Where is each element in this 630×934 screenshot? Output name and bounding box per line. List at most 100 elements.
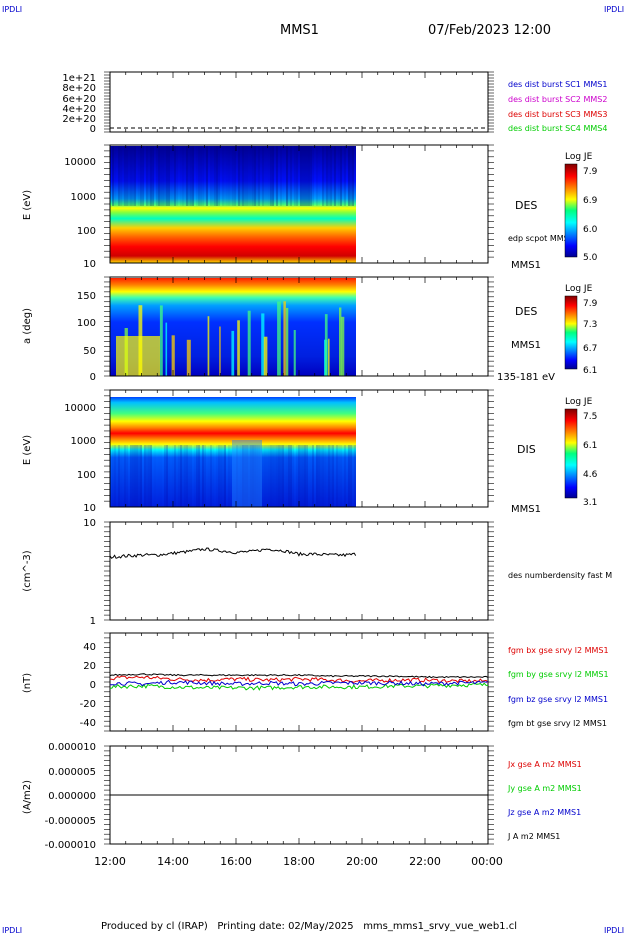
des-energy-texture [310, 146, 312, 206]
dis-energy-texture [148, 445, 150, 507]
des-energy-texture [214, 146, 216, 206]
des-energy-texture [136, 146, 138, 206]
des-energy-texture [278, 146, 280, 206]
des-energy-texture [284, 146, 286, 206]
bfield-line-3 [109, 673, 489, 679]
pitch-streak [171, 335, 175, 376]
des-energy-texture [296, 146, 298, 206]
p4-cbar-tick: 7.5 [583, 412, 597, 422]
des-energy-texture [280, 146, 282, 206]
dis-energy-texture [292, 445, 294, 507]
des-energy-texture [142, 146, 144, 206]
dis-energy-texture [118, 445, 120, 507]
dis-energy-texture [124, 445, 126, 507]
dis-energy-texture [116, 445, 118, 507]
p6-ytick: 20 [83, 661, 96, 672]
des-energy-texture [156, 146, 158, 206]
des-energy-texture [152, 146, 154, 206]
dis-energy-texture [170, 445, 172, 507]
p7-ytick: 0.000010 [48, 742, 96, 753]
dis-energy-texture [128, 445, 130, 507]
dis-energy-texture [190, 445, 192, 507]
des-energy-texture [134, 146, 136, 206]
des-energy-texture [290, 146, 292, 206]
dis-energy-texture [342, 445, 344, 507]
des-energy-texture [224, 146, 226, 206]
p6-ytick: -40 [80, 718, 96, 729]
dis-energy-texture [176, 445, 178, 507]
dis-energy-texture [152, 445, 154, 507]
des-energy-texture [238, 146, 240, 206]
dis-energy-texture [320, 445, 322, 507]
des-energy-texture [288, 146, 290, 206]
des-energy-texture [226, 146, 228, 206]
dis-energy-texture [220, 445, 222, 507]
des-energy-texture [348, 146, 350, 206]
des-energy-texture [326, 146, 328, 206]
dis-energy-texture [150, 445, 152, 507]
p3-ytick: 0 [90, 372, 96, 383]
dis-energy-texture [326, 445, 328, 507]
dis-energy-texture [306, 445, 308, 507]
p1-legend-sc2: des dist burst SC2 MMS2 [508, 95, 607, 104]
dis-energy-texture [160, 445, 162, 507]
pitch-streak [237, 320, 240, 376]
x-tick-label: 18:00 [283, 855, 315, 868]
des-energy-texture [122, 146, 124, 206]
dis-energy-texture [164, 445, 166, 507]
dis-energy-texture [144, 445, 146, 507]
pitch-streak [207, 316, 210, 376]
des-energy-texture [196, 146, 198, 206]
des-energy-texture [178, 146, 180, 206]
corner-label-top-right: IPDLI [604, 5, 624, 14]
des-energy-texture [116, 146, 118, 206]
des-energy-texture [216, 146, 218, 206]
des-energy-texture [144, 146, 146, 206]
p3-des-label: DES [515, 305, 537, 318]
dis-energy-texture [284, 445, 286, 507]
dis-energy-texture [354, 445, 356, 507]
dis-energy-texture [322, 445, 324, 507]
p5-ytick: 10 [83, 518, 96, 529]
p4-cbar-tick: 3.1 [583, 498, 597, 508]
datetime-title: 07/Feb/2023 12:00 [428, 23, 551, 38]
des-energy-texture [114, 146, 116, 206]
des-energy-texture [138, 146, 140, 206]
des-energy-texture [344, 146, 346, 206]
des-energy-texture [208, 146, 210, 206]
dis-energy-texture [114, 445, 116, 507]
des-energy-texture [270, 146, 272, 206]
p6-legend-by: fgm by gse srvy l2 MMS1 [508, 670, 609, 679]
dis-energy-texture [302, 445, 304, 507]
dis-energy-texture [206, 445, 208, 507]
p3-sc-label: MMS1 [511, 340, 541, 351]
des-energy-texture [240, 146, 242, 206]
x-tick-label: 00:00 [471, 855, 503, 868]
p2-ylabel: E (eV) [22, 190, 33, 220]
dis-energy-texture [256, 445, 258, 507]
p2-ytick: 100 [77, 226, 96, 237]
des-energy-texture [322, 146, 324, 206]
des-energy-texture [166, 146, 168, 206]
pitch-streak [231, 330, 235, 376]
p6-ytick: 40 [83, 642, 96, 653]
dis-energy-texture [282, 445, 284, 507]
p6-ytick: 0 [90, 680, 96, 691]
des-energy-texture [306, 146, 308, 206]
des-energy-texture [164, 146, 166, 206]
panel-burst-frame [109, 71, 489, 133]
p3-cbar-tick: 7.9 [583, 299, 598, 309]
dis-energy-texture [252, 445, 254, 507]
p3-colorbar-title: Log JE [565, 284, 593, 294]
panel-burst: 1e+21 8e+20 6e+20 4e+20 2e+20 0 des dist… [62, 71, 607, 135]
des-energy-texture [206, 146, 208, 206]
pitch-streak [328, 338, 330, 376]
p1-legend-sc1: des dist burst SC1 MMS1 [508, 80, 607, 89]
des-energy-texture [182, 146, 184, 206]
des-energy-stripes [112, 146, 354, 206]
dis-energy-texture [174, 445, 176, 507]
dis-energy-texture [250, 445, 252, 507]
dis-energy-texture [246, 445, 248, 507]
des-energy-texture [268, 146, 270, 206]
